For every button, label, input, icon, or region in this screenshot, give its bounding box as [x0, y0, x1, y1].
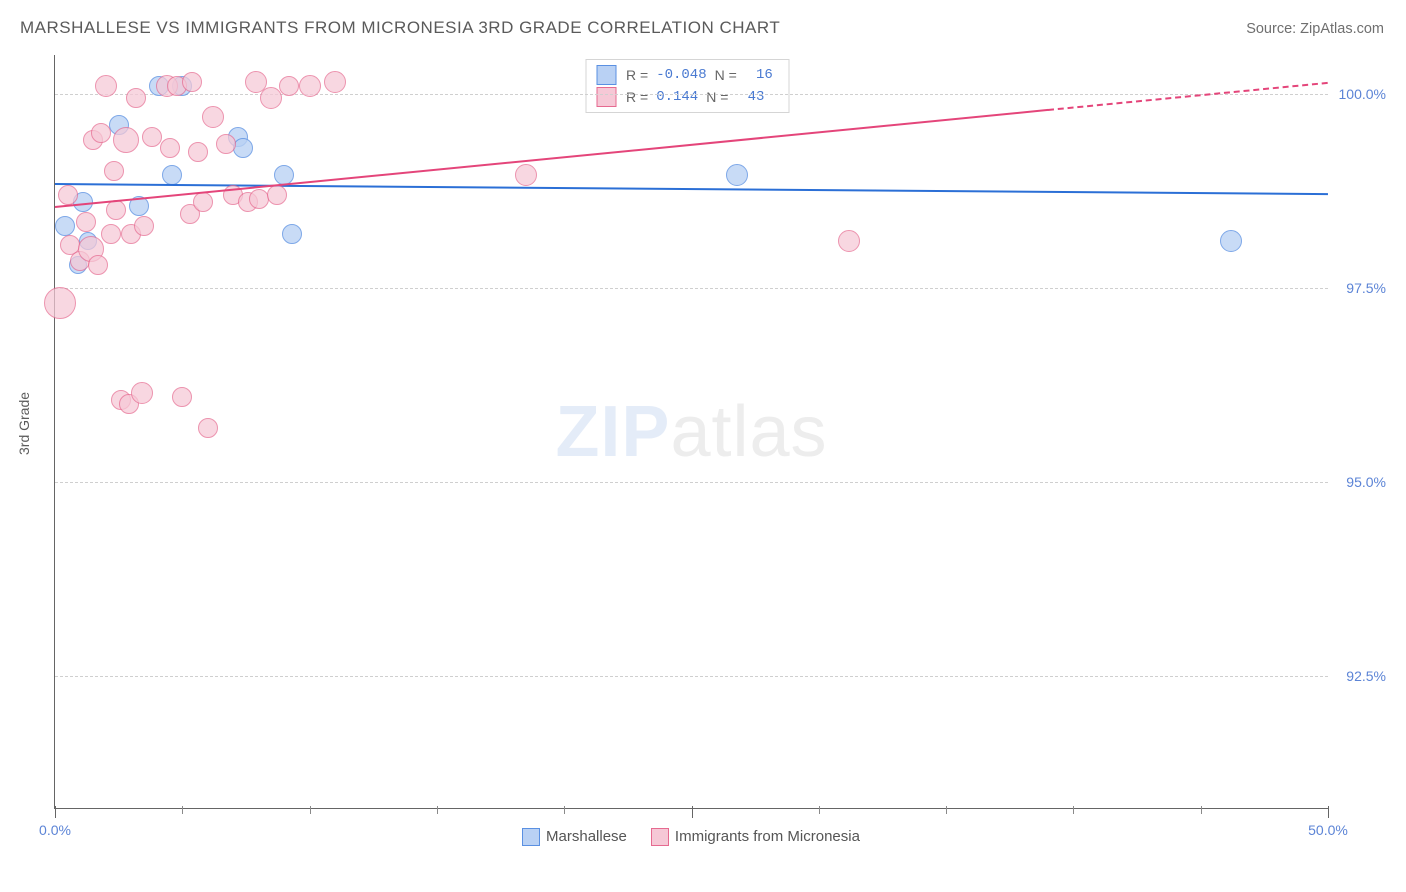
- y-tick-label: 97.5%: [1346, 280, 1386, 296]
- stats-legend-row: R =-0.048N =16: [586, 64, 789, 86]
- x-tick-minor: [1201, 806, 1202, 814]
- watermark: ZIPatlas: [555, 391, 827, 473]
- data-point: [726, 164, 748, 186]
- y-axis-label: 3rd Grade: [16, 391, 32, 454]
- legend-swatch: [596, 65, 616, 85]
- data-point: [515, 164, 537, 186]
- y-tick-label: 95.0%: [1346, 474, 1386, 490]
- data-point: [55, 216, 75, 236]
- data-point: [1220, 230, 1242, 252]
- gridline-h: [55, 482, 1328, 483]
- data-point: [44, 287, 76, 319]
- legend-label: Marshallese: [546, 828, 627, 845]
- data-point: [282, 224, 302, 244]
- stat-r-value: -0.048: [650, 67, 712, 83]
- data-point: [113, 127, 139, 153]
- data-point: [188, 142, 208, 162]
- data-point: [106, 200, 126, 220]
- stats-legend-row: R = 0.144N =43: [586, 86, 789, 108]
- legend-swatch: [651, 828, 669, 846]
- x-tick-minor: [819, 806, 820, 814]
- stat-n-value: 43: [730, 89, 770, 105]
- data-point: [267, 185, 287, 205]
- stat-r-value: 0.144: [650, 89, 704, 105]
- data-point: [131, 382, 153, 404]
- legend-label: Immigrants from Micronesia: [675, 828, 860, 845]
- data-point: [279, 76, 299, 96]
- data-point: [202, 106, 224, 128]
- gridline-h: [55, 676, 1328, 677]
- x-tick-major: [692, 806, 693, 818]
- data-point: [126, 88, 146, 108]
- stat-r-label: R =: [624, 89, 650, 105]
- x-tick-minor: [564, 806, 565, 814]
- x-tick-minor: [437, 806, 438, 814]
- stat-n-label: N =: [704, 89, 730, 105]
- stat-n-label: N =: [713, 67, 739, 83]
- data-point: [88, 255, 108, 275]
- data-point: [233, 138, 253, 158]
- x-tick-major: [55, 806, 56, 818]
- data-point: [162, 165, 182, 185]
- data-point: [182, 72, 202, 92]
- data-point: [104, 161, 124, 181]
- data-point: [91, 123, 111, 143]
- x-tick-minor: [1073, 806, 1074, 814]
- data-point: [216, 134, 236, 154]
- legend-swatch: [596, 87, 616, 107]
- source-label: Source: ZipAtlas.com: [1246, 21, 1384, 37]
- data-point: [299, 75, 321, 97]
- stats-legend: R =-0.048N =16R = 0.144N =43: [585, 59, 790, 113]
- x-tick-minor: [182, 806, 183, 814]
- gridline-h: [55, 288, 1328, 289]
- y-tick-label: 92.5%: [1346, 668, 1386, 684]
- stat-r-label: R =: [624, 67, 650, 83]
- data-point: [76, 212, 96, 232]
- data-point: [249, 189, 269, 209]
- scatter-chart: 3rd Grade ZIPatlas R =-0.048N =16R = 0.1…: [20, 55, 1388, 854]
- data-point: [58, 185, 78, 205]
- x-tick-major: [1328, 806, 1329, 818]
- legend-item: Immigrants from Micronesia: [651, 828, 860, 846]
- data-point: [142, 127, 162, 147]
- x-tick-minor: [946, 806, 947, 814]
- data-point: [95, 75, 117, 97]
- data-point: [101, 224, 121, 244]
- data-point: [193, 192, 213, 212]
- x-tick-minor: [310, 806, 311, 814]
- data-point: [838, 230, 860, 252]
- series-legend: Marshallese Immigrants from Micronesia: [54, 828, 1328, 846]
- y-tick-label: 100.0%: [1339, 86, 1386, 102]
- data-point: [134, 216, 154, 236]
- legend-item: Marshallese: [522, 828, 627, 846]
- data-point: [172, 387, 192, 407]
- data-point: [324, 71, 346, 93]
- gridline-h: [55, 94, 1328, 95]
- plot-area: ZIPatlas R =-0.048N =16R = 0.144N =43 92…: [54, 55, 1328, 809]
- stat-n-value: 16: [739, 67, 779, 83]
- data-point: [198, 418, 218, 438]
- data-point: [160, 138, 180, 158]
- legend-swatch: [522, 828, 540, 846]
- page-title: MARSHALLESE VS IMMIGRANTS FROM MICRONESI…: [20, 18, 780, 38]
- trend-line-extrapolated: [1048, 82, 1328, 111]
